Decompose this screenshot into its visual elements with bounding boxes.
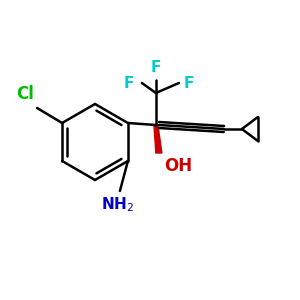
Text: F: F [184,76,194,91]
Polygon shape [154,125,162,153]
Text: Cl: Cl [16,85,34,103]
Text: F: F [151,60,161,75]
Text: F: F [124,76,134,91]
Text: OH: OH [164,157,192,175]
Text: NH$_2$: NH$_2$ [101,195,134,214]
